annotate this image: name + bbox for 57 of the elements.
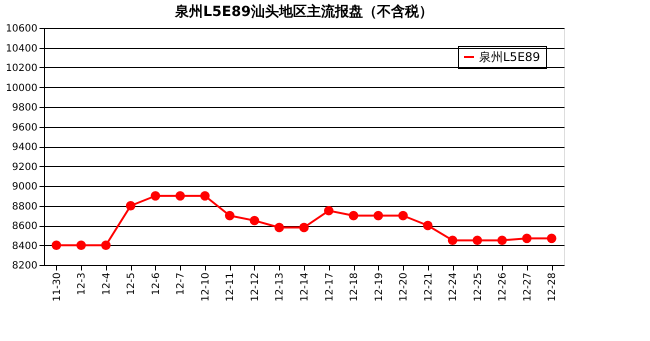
point (274, 222, 284, 232)
x-tick-label: 12-24 (448, 272, 460, 302)
point (150, 191, 160, 201)
y-tick-label: 8200 (12, 260, 38, 272)
legend-label: 泉州L5E89 (479, 50, 540, 64)
x-tick-label: 12-18 (349, 272, 360, 302)
y-tick-label: 9200 (12, 162, 38, 173)
x-tick-label: 12-3 (76, 272, 88, 296)
x-tick-label: 12-26 (498, 272, 509, 302)
y-tick-label: 9600 (12, 122, 38, 134)
point (448, 236, 458, 246)
y-tick-label: 9000 (12, 182, 38, 192)
y-tick-label: 9800 (12, 102, 38, 114)
point (497, 236, 507, 246)
x-tick-label: 12-6 (150, 272, 162, 296)
x-tick-label: 12-21 (423, 272, 434, 302)
y-tick-label: 10400 (6, 43, 38, 54)
point (101, 240, 111, 250)
x-tick-label: 12-5 (126, 272, 138, 296)
x-tick-label: 12-28 (547, 272, 558, 302)
x-tick-label: 12-13 (274, 272, 286, 302)
point (175, 191, 185, 201)
x-tick-label: 12-4 (101, 272, 112, 296)
x-tick-label: 12-11 (225, 272, 236, 302)
x-tick-label: 12-20 (398, 272, 410, 302)
point (299, 222, 309, 232)
y-tick-label: 9400 (12, 142, 38, 153)
point (126, 201, 136, 210)
point (374, 210, 384, 220)
point (423, 220, 433, 230)
point (76, 240, 86, 250)
y-tick-label: 8800 (12, 201, 38, 212)
point (52, 240, 62, 250)
chart-title: 泉州L5E89汕头地区主流报盘（不含税） (174, 3, 433, 20)
x-tick-label: 12-7 (176, 272, 187, 296)
point (546, 234, 556, 244)
point (200, 191, 210, 201)
x-tick-label: 12-25 (472, 272, 484, 302)
point (224, 210, 234, 220)
y-tick-label: 10000 (6, 82, 38, 94)
y-tick-label: 8400 (12, 240, 38, 252)
x-tick-label: 12-14 (300, 272, 310, 302)
point (398, 210, 408, 220)
x-tick-label: 12-19 (374, 272, 385, 302)
x-tick-label: 12-27 (522, 272, 534, 302)
x-tick-label: 11-30 (52, 272, 63, 302)
point (250, 216, 260, 226)
y-tick-label: 8600 (12, 221, 38, 232)
x-tick-label: 12-12 (250, 272, 261, 302)
y-tick-label: 10200 (6, 63, 38, 74)
point (472, 236, 482, 246)
point (348, 210, 358, 220)
x-tick-label: 12-10 (200, 272, 212, 302)
y-tick-label: 10600 (6, 24, 38, 34)
point (324, 206, 334, 216)
point (522, 234, 532, 244)
x-tick-label: 12-17 (324, 272, 336, 302)
